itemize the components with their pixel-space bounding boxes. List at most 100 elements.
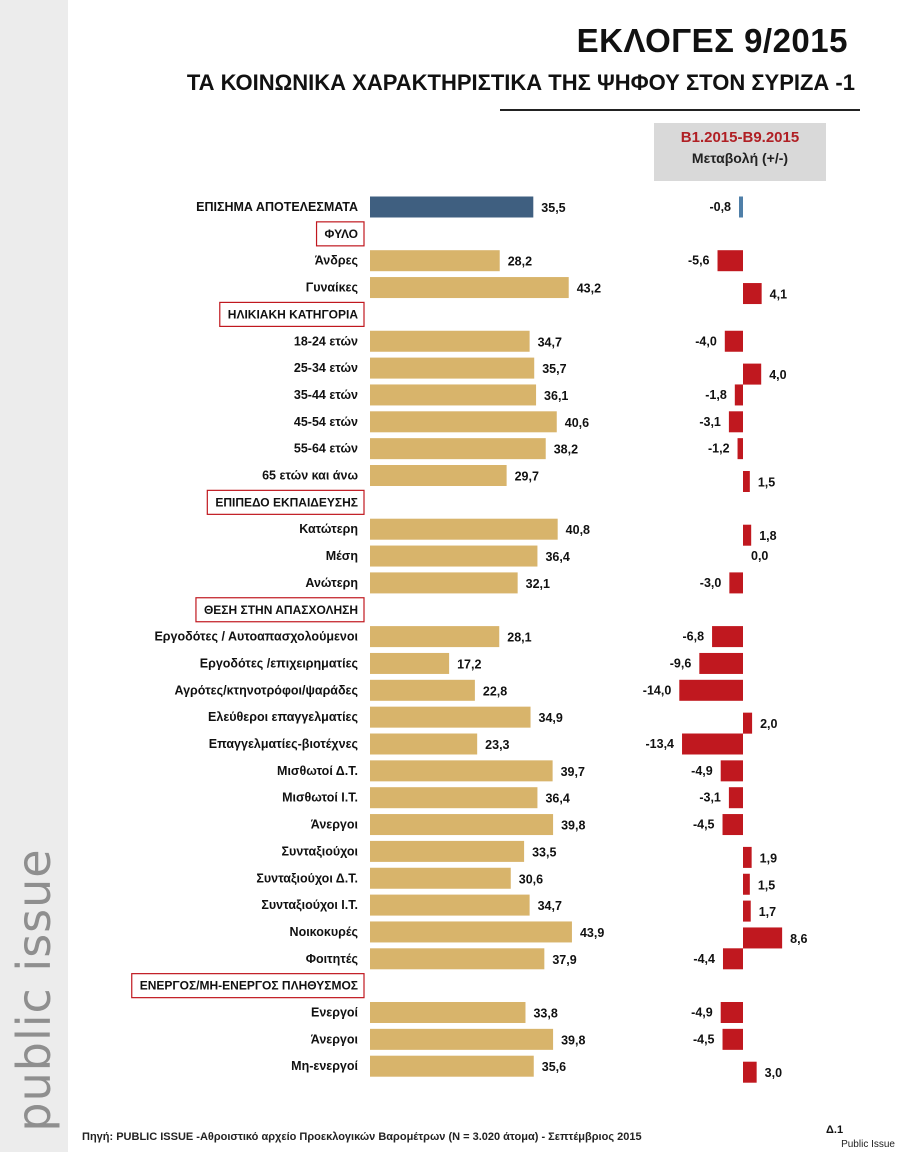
vote-value-label: 43,9	[580, 926, 604, 940]
vote-value-label: 35,7	[542, 362, 566, 376]
change-value-label: 4,1	[770, 288, 787, 302]
change-value-label: -4,9	[691, 1006, 713, 1020]
vote-bar	[370, 706, 531, 728]
vote-value-label: 29,7	[515, 470, 539, 484]
vote-value-label: 17,2	[457, 657, 481, 671]
vote-value-label: 37,9	[552, 953, 576, 967]
vote-value-label: 30,6	[519, 872, 543, 886]
page-number: Δ.1	[826, 1124, 844, 1136]
vote-value-label: 28,2	[508, 255, 532, 269]
change-bar	[728, 411, 743, 433]
section-label: ΕΝΕΡΓΟΣ/ΜΗ-ΕΝΕΡΓΟΣ ΠΛΗΘΥΣΜΟΣ	[140, 979, 358, 993]
change-value-label: -9,6	[670, 656, 692, 670]
change-period-label: B1.2015-B9.2015	[680, 129, 800, 146]
vote-bar	[370, 357, 535, 379]
change-value-label: -3,0	[700, 576, 722, 590]
category-label: Συνταξιούχοι	[282, 844, 359, 858]
section-label: ΗΛΙΚΙΑΚΗ ΚΑΤΗΓΟΡΙΑ	[228, 307, 359, 321]
category-label: Ελεύθεροι επαγγελματίες	[208, 710, 358, 724]
change-column-label: Μεταβολή (+/-)	[691, 150, 789, 166]
vote-bar	[370, 411, 557, 433]
vote-bar	[370, 652, 450, 674]
category-label: Εργοδότες / Αυτοαπασχολούμενοι	[154, 630, 358, 644]
category-label: ΕΠΙΣΗΜΑ ΑΠΟΤΕΛΕΣΜΑΤΑ	[196, 200, 358, 214]
change-bar	[743, 524, 752, 546]
vote-bar	[370, 438, 546, 460]
change-bar	[728, 787, 743, 809]
change-bar	[739, 196, 743, 218]
change-value-label: -4,4	[693, 952, 715, 966]
section-label-box	[131, 973, 365, 999]
category-label: Ενεργοί	[311, 1006, 359, 1020]
vote-bar	[370, 545, 538, 567]
change-value-label: -3,1	[699, 791, 721, 805]
vote-bar	[370, 1055, 534, 1077]
vote-value-label: 35,5	[541, 201, 565, 215]
vote-bar	[370, 948, 545, 970]
change-value-label: -3,1	[699, 415, 721, 429]
change-value-label: -0,8	[709, 200, 731, 214]
vote-bar	[370, 840, 525, 862]
vote-value-label: 36,1	[544, 389, 568, 403]
change-value-label: -14,0	[643, 683, 672, 697]
category-label: 35-44 ετών	[294, 388, 358, 402]
change-value-label: 0,0	[751, 549, 768, 563]
category-label: Άνεργοι	[311, 818, 359, 832]
section-label-box	[195, 597, 365, 623]
vote-value-label: 39,8	[561, 819, 585, 833]
change-value-label: 1,5	[758, 476, 775, 490]
change-bar	[743, 873, 750, 895]
section-label-box	[206, 489, 365, 515]
section-label: ΘΕΣΗ ΣΤΗΝ ΑΠΑΣΧΟΛΗΣΗ	[204, 603, 358, 617]
vote-bar	[370, 867, 511, 889]
vote-bar	[370, 330, 530, 352]
change-value-label: 4,0	[769, 368, 786, 382]
side-strip	[0, 0, 68, 1152]
vote-value-label: 34,7	[538, 335, 562, 349]
change-value-label: -13,4	[646, 737, 675, 751]
vote-bar	[370, 894, 530, 916]
category-label: Συνταξιούχοι Ι.Τ.	[261, 898, 358, 912]
category-label: Επαγγελματίες-βιοτέχνες	[209, 737, 358, 751]
change-bar	[729, 572, 743, 594]
vote-bar	[370, 760, 553, 782]
category-label: 18-24 ετών	[294, 334, 358, 348]
vote-value-label: 23,3	[485, 738, 509, 752]
category-label: Μισθωτοί Δ.Τ.	[277, 764, 358, 778]
change-bar	[722, 948, 743, 970]
vote-value-label: 22,8	[483, 684, 507, 698]
chart-subtitle: ΤΑ ΚΟΙΝΩΝΙΚΑ ΧΑΡΑΚΤΗΡΙΣΤΙΚΑ ΤΗΣ ΨΗΦΟΥ ΣΤ…	[186, 70, 855, 95]
change-bar	[722, 1028, 743, 1050]
vote-value-label: 39,7	[561, 765, 585, 779]
source-footnote: Πηγή: PUBLIC ISSUE -Αθροιστικό αρχείο Πρ…	[82, 1131, 642, 1143]
vote-value-label: 40,8	[566, 523, 590, 537]
category-label: Μη-ενεργοί	[291, 1059, 358, 1073]
vote-bar	[370, 465, 507, 486]
change-value-label: 1,5	[758, 878, 775, 892]
vote-value-label: 35,6	[542, 1060, 566, 1074]
change-value-label: 8,6	[790, 932, 807, 946]
change-bar	[743, 1061, 757, 1083]
category-label: Φοιτητές	[306, 952, 358, 966]
vote-value-label: 32,1	[526, 577, 550, 591]
vote-bar	[370, 626, 500, 648]
change-bar	[720, 1002, 743, 1023]
change-value-label: -1,2	[708, 442, 730, 456]
category-label: Άνδρες	[315, 254, 358, 268]
change-bar	[720, 760, 743, 782]
chart-title: ΕΚΛΟΓΕΣ 9/2015	[576, 22, 848, 59]
change-value-label: -4,5	[693, 1032, 715, 1046]
change-value-label: -4,9	[691, 764, 713, 778]
vote-value-label: 43,2	[577, 282, 601, 296]
change-bar	[734, 384, 743, 406]
change-bar	[717, 250, 743, 272]
category-label: Μισθωτοί Ι.Τ.	[282, 791, 358, 805]
vote-value-label: 38,2	[554, 443, 578, 457]
category-label: 45-54 ετών	[294, 415, 358, 429]
vote-value-label: 39,8	[561, 1033, 585, 1047]
change-bar	[682, 733, 743, 755]
change-bar	[699, 652, 743, 674]
vote-bar	[370, 384, 537, 406]
category-label: Μέση	[326, 549, 358, 563]
